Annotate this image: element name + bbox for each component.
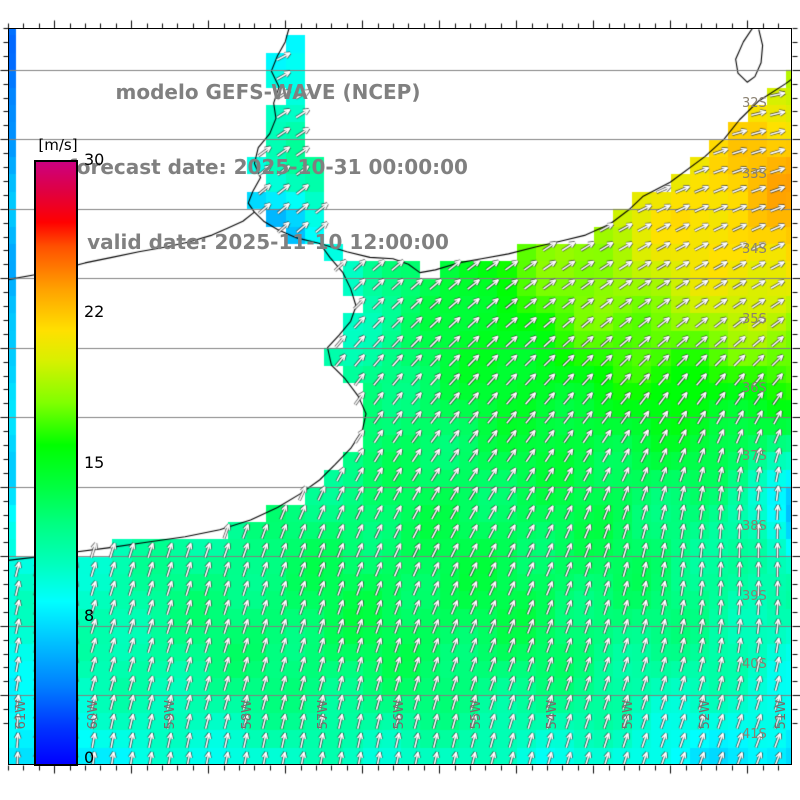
colorbar-gradient bbox=[34, 160, 78, 766]
lat-label-32S: 32S bbox=[742, 96, 767, 111]
lat-label-39S: 39S bbox=[742, 589, 767, 604]
lat-label-36S: 36S bbox=[742, 381, 767, 396]
colorbar-tick-8: 8 bbox=[84, 606, 95, 625]
colorbar-unit-label: [m/s] bbox=[38, 136, 78, 154]
lon-label-59W: 59W bbox=[163, 700, 178, 730]
lat-label-41S: 41S bbox=[742, 727, 767, 742]
lon-label-60W: 60W bbox=[86, 700, 101, 730]
lon-label-58W: 58W bbox=[240, 700, 255, 730]
colorbar-tick-0: 0 bbox=[84, 748, 95, 767]
lon-label-55W: 55W bbox=[469, 700, 484, 730]
lat-label-40S: 40S bbox=[742, 657, 767, 672]
colorbar-tick-22: 22 bbox=[84, 302, 105, 321]
lat-label-37S: 37S bbox=[742, 449, 767, 464]
lon-label-52W: 52W bbox=[698, 700, 713, 730]
lat-label-38S: 38S bbox=[742, 519, 767, 534]
colorbar-tick-30: 30 bbox=[84, 150, 105, 169]
lon-label-51W: 51W bbox=[774, 700, 789, 730]
lon-label-53W: 53W bbox=[621, 700, 636, 730]
colorbar[interactable] bbox=[34, 160, 78, 766]
lon-label-54W: 54W bbox=[545, 700, 560, 730]
lat-label-33S: 33S bbox=[742, 167, 767, 182]
lon-label-57W: 57W bbox=[316, 700, 331, 730]
lat-label-34S: 34S bbox=[742, 242, 767, 257]
lon-label-61W: 61W bbox=[14, 700, 29, 730]
lon-label-56W: 56W bbox=[392, 700, 407, 730]
lat-label-35S: 35S bbox=[742, 312, 767, 327]
colorbar-tick-15: 15 bbox=[84, 453, 105, 472]
